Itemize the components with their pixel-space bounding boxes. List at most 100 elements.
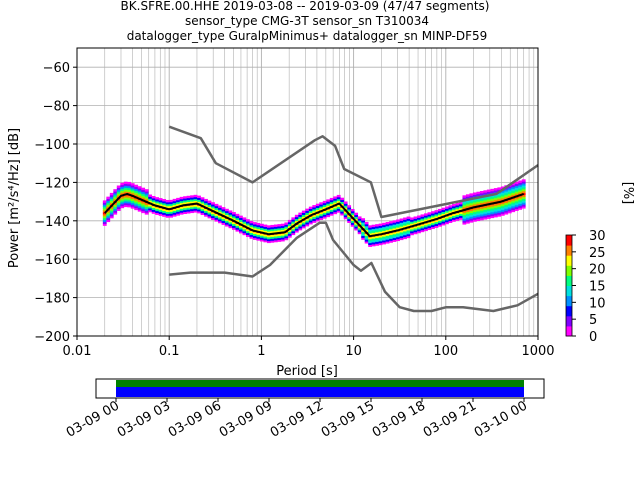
density-cell — [232, 225, 236, 228]
density-cell — [134, 184, 139, 188]
density-cell — [305, 223, 310, 227]
density-cell — [368, 232, 372, 236]
density-cell — [322, 212, 327, 215]
density-cell — [249, 224, 254, 228]
density-cell — [336, 204, 341, 207]
density-cell — [284, 237, 289, 241]
density-cell — [500, 197, 505, 201]
density-cell — [448, 209, 453, 212]
density-cell — [476, 212, 481, 216]
density-cell — [406, 228, 411, 231]
colorbar-segment — [566, 275, 572, 280]
density-cell — [179, 196, 184, 200]
density-cell — [490, 196, 495, 199]
density-cell — [200, 197, 205, 200]
density-cell — [151, 205, 156, 209]
density-cell — [420, 220, 425, 223]
density-cell — [403, 229, 407, 232]
density-cell — [242, 228, 247, 232]
density-cell — [357, 220, 362, 223]
density-cell — [476, 210, 481, 214]
density-cell — [287, 229, 292, 232]
density-cell — [109, 202, 114, 205]
density-cell — [392, 228, 397, 231]
density-cell — [406, 235, 411, 239]
density-cell — [148, 204, 153, 207]
y-tick-label: −60 — [43, 61, 70, 76]
density-cell — [221, 216, 226, 220]
density-cell — [403, 236, 407, 240]
density-cell — [197, 209, 201, 212]
density-cell — [472, 202, 477, 205]
density-cell — [319, 202, 324, 205]
density-cell — [200, 212, 205, 216]
density-cell — [130, 206, 135, 209]
density-cell — [102, 204, 107, 207]
density-cell — [287, 231, 292, 234]
density-cell — [511, 203, 516, 207]
density-cell — [239, 227, 243, 230]
colorbar-segment — [566, 278, 572, 283]
density-cell — [246, 219, 250, 222]
density-cell — [273, 236, 278, 239]
density-cell — [158, 211, 163, 214]
density-cell — [266, 229, 271, 232]
density-cell — [249, 222, 254, 226]
mean-psd-line — [104, 192, 525, 238]
density-cell — [301, 212, 306, 215]
density-cell — [176, 211, 180, 214]
density-cell — [354, 212, 359, 216]
density-cell — [389, 224, 393, 228]
density-cell — [378, 229, 383, 232]
density-cell — [193, 198, 198, 202]
density-cell — [246, 224, 250, 228]
density-cell — [354, 228, 359, 231]
density-cell — [357, 218, 362, 221]
density-cell — [158, 213, 163, 216]
density-cell — [113, 198, 118, 202]
density-cell — [500, 201, 505, 205]
density-cell — [176, 207, 180, 210]
density-cell — [490, 204, 495, 207]
density-cell — [521, 183, 526, 186]
density-cell — [291, 217, 296, 220]
density-cell — [340, 211, 345, 214]
density-cell — [239, 221, 243, 224]
density-cell — [469, 204, 474, 208]
density-cell — [462, 210, 467, 214]
density-cell — [497, 202, 502, 206]
density-cell — [364, 235, 369, 238]
density-cell — [504, 208, 509, 211]
density-cell — [144, 202, 149, 206]
density-cell — [239, 219, 243, 222]
density-cell — [259, 223, 264, 227]
density-cell — [127, 191, 132, 194]
colorbar-tick-label: 5 — [589, 313, 597, 328]
density-cell — [256, 222, 261, 226]
density-cell — [291, 219, 296, 222]
density-cell — [193, 208, 198, 211]
density-cell — [354, 214, 359, 218]
colorbar-segment — [566, 261, 572, 266]
density-cell — [326, 212, 331, 216]
density-cell — [214, 217, 219, 220]
density-cell — [483, 201, 488, 205]
density-cell — [333, 196, 338, 199]
density-cell — [375, 229, 379, 233]
density-cell — [190, 197, 194, 200]
density-cell — [169, 199, 173, 203]
colorbar-segment — [566, 319, 572, 324]
density-cell — [451, 219, 456, 222]
density-cell — [389, 228, 393, 232]
density-cell — [490, 209, 495, 213]
density-cell — [340, 197, 345, 201]
density-cell — [441, 217, 446, 220]
density-cell — [378, 240, 383, 244]
density-cell — [130, 204, 135, 207]
density-cell — [490, 211, 495, 215]
density-cell — [148, 194, 153, 197]
time-tick-label: 03-09 09 — [217, 398, 275, 440]
colorbar-tick-label: 10 — [589, 296, 606, 311]
density-cell — [225, 210, 229, 214]
density-cell — [113, 189, 118, 192]
